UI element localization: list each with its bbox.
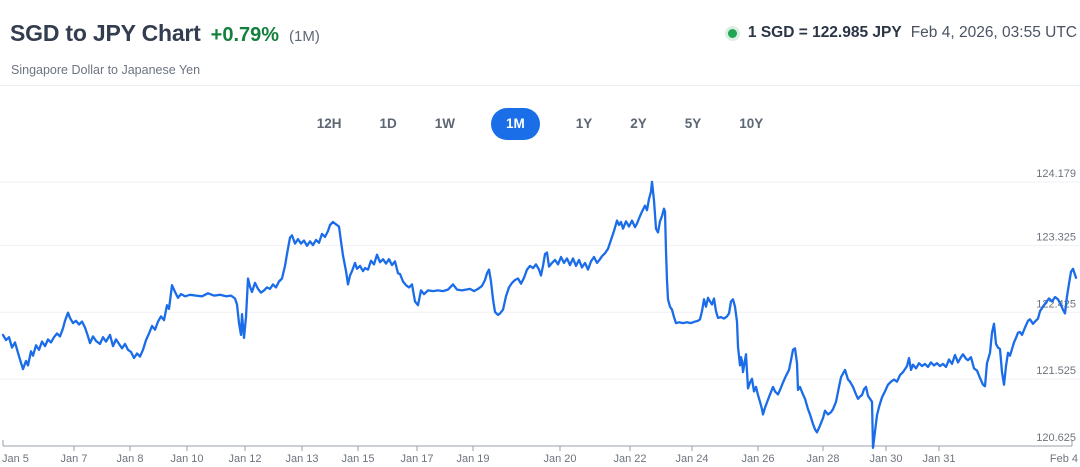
x-tick-label: Jan 28 <box>806 453 839 465</box>
quote-timestamp: Feb 4, 2026, 03:55 UTC <box>910 24 1077 41</box>
title-row: SGD to JPY Chart +0.79% (1M) <box>10 20 320 47</box>
y-tick-label: 123.325 <box>1036 231 1076 243</box>
price-line[interactable] <box>1 180 1078 450</box>
x-tick-label: Jan 22 <box>613 453 646 465</box>
y-tick-label: 124.179 <box>1036 168 1076 180</box>
x-tick-label: Jan 19 <box>456 453 489 465</box>
x-tick-label: Jan 13 <box>285 453 318 465</box>
y-tick-label: 120.625 <box>1036 432 1076 444</box>
x-tick-label: Jan 17 <box>400 453 433 465</box>
x-tick-label: Jan 20 <box>543 453 576 465</box>
live-status-dot-icon <box>727 28 737 38</box>
live-quote: 1 SGD = 122.985 JPY Feb 4, 2026, 03:55 U… <box>727 24 1077 42</box>
tab-10y[interactable]: 10Y <box>737 109 765 139</box>
x-tick-label: Jan 31 <box>922 453 955 465</box>
x-tick-label: Feb 4 <box>1050 453 1078 465</box>
x-tick-label: Jan 5 <box>2 453 29 465</box>
x-tick-label: Jan 10 <box>170 453 203 465</box>
tab-1y[interactable]: 1Y <box>574 109 595 139</box>
x-tick-label: Jan 12 <box>228 453 261 465</box>
page-title: SGD to JPY Chart <box>10 20 201 46</box>
tab-2y[interactable]: 2Y <box>628 109 649 139</box>
tab-12h[interactable]: 12H <box>315 109 344 139</box>
x-tick-label: Jan 30 <box>869 453 902 465</box>
time-range-tabs: 12H 1D 1W 1M 1Y 2Y 5Y 10Y <box>0 106 1080 142</box>
tab-1w[interactable]: 1W <box>433 109 457 139</box>
exchange-rate-value: 1 SGD = 122.985 JPY <box>747 24 902 41</box>
y-tick-label: 121.525 <box>1036 365 1076 377</box>
tab-1m[interactable]: 1M <box>490 108 540 140</box>
change-percent-badge: +0.79% <box>210 24 280 46</box>
change-period-label: (1M) <box>289 28 320 45</box>
subtitle: Singapore Dollar to Japanese Yen <box>11 63 201 77</box>
tab-5y[interactable]: 5Y <box>683 109 704 139</box>
x-tick-label: Jan 24 <box>675 453 708 465</box>
tab-1d[interactable]: 1D <box>377 109 398 139</box>
header-divider <box>0 85 1080 86</box>
x-tick-label: Jan 15 <box>341 453 374 465</box>
x-tick-label: Jan 8 <box>117 453 144 465</box>
x-tick-label: Jan 7 <box>61 453 88 465</box>
x-tick-label: Jan 26 <box>741 453 774 465</box>
